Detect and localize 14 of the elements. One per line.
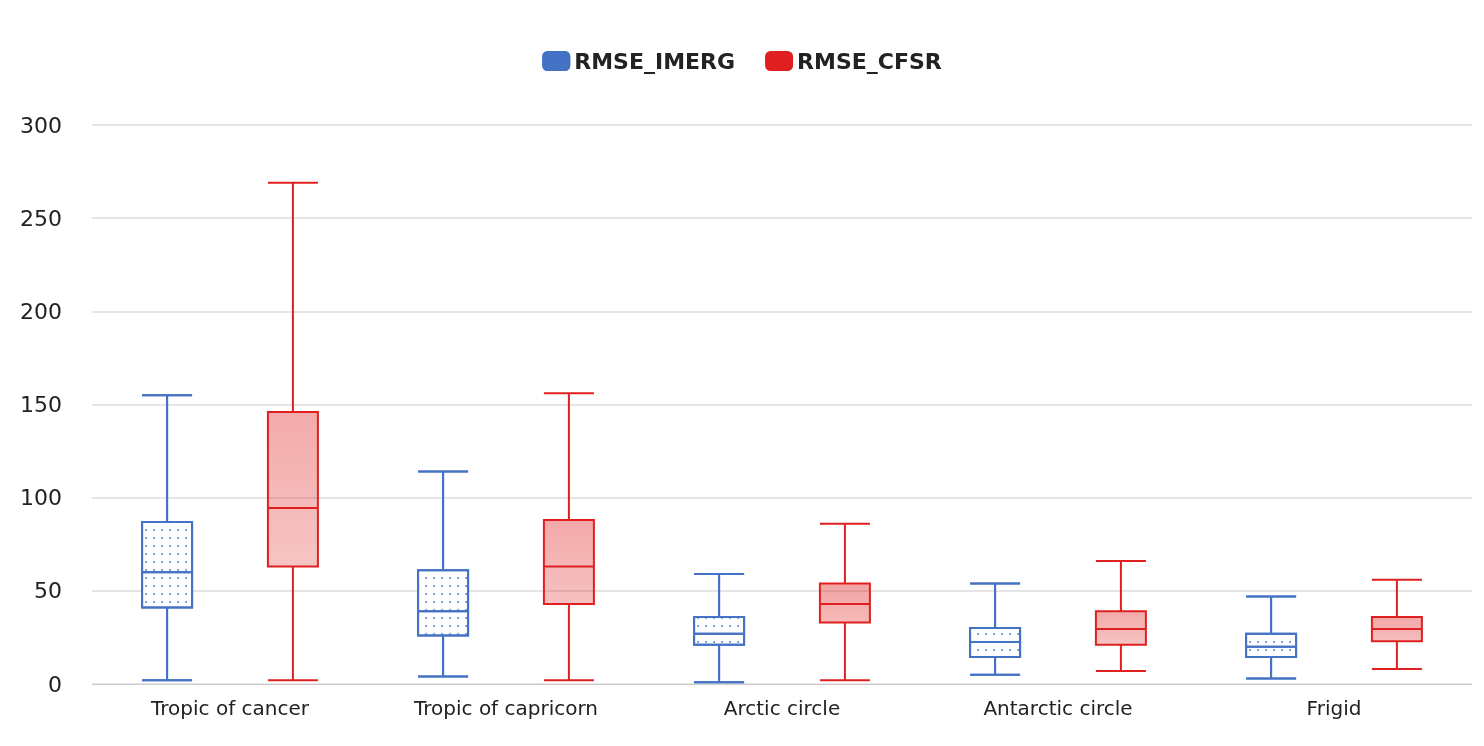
x-tick-label: Tropic of capricorn bbox=[412, 696, 599, 720]
x-tick-label: Antarctic circle bbox=[983, 696, 1133, 720]
x-tick-label: Arctic circle bbox=[723, 696, 841, 720]
y-tick-label: 0 bbox=[48, 671, 62, 697]
legend-label: RMSE_CFSR bbox=[797, 48, 942, 74]
x-tick-label: Frigid bbox=[1306, 696, 1362, 720]
y-tick-label: 50 bbox=[34, 578, 62, 604]
y-tick-label: 200 bbox=[20, 298, 62, 324]
y-tick-label: 300 bbox=[20, 112, 62, 138]
x-tick-label: Tropic of cancer bbox=[150, 696, 310, 720]
y-tick-label: 250 bbox=[20, 205, 62, 231]
legend-label: RMSE_IMERG bbox=[574, 48, 736, 74]
y-tick-label: 150 bbox=[20, 392, 62, 417]
y-tick-label: 100 bbox=[20, 485, 62, 511]
